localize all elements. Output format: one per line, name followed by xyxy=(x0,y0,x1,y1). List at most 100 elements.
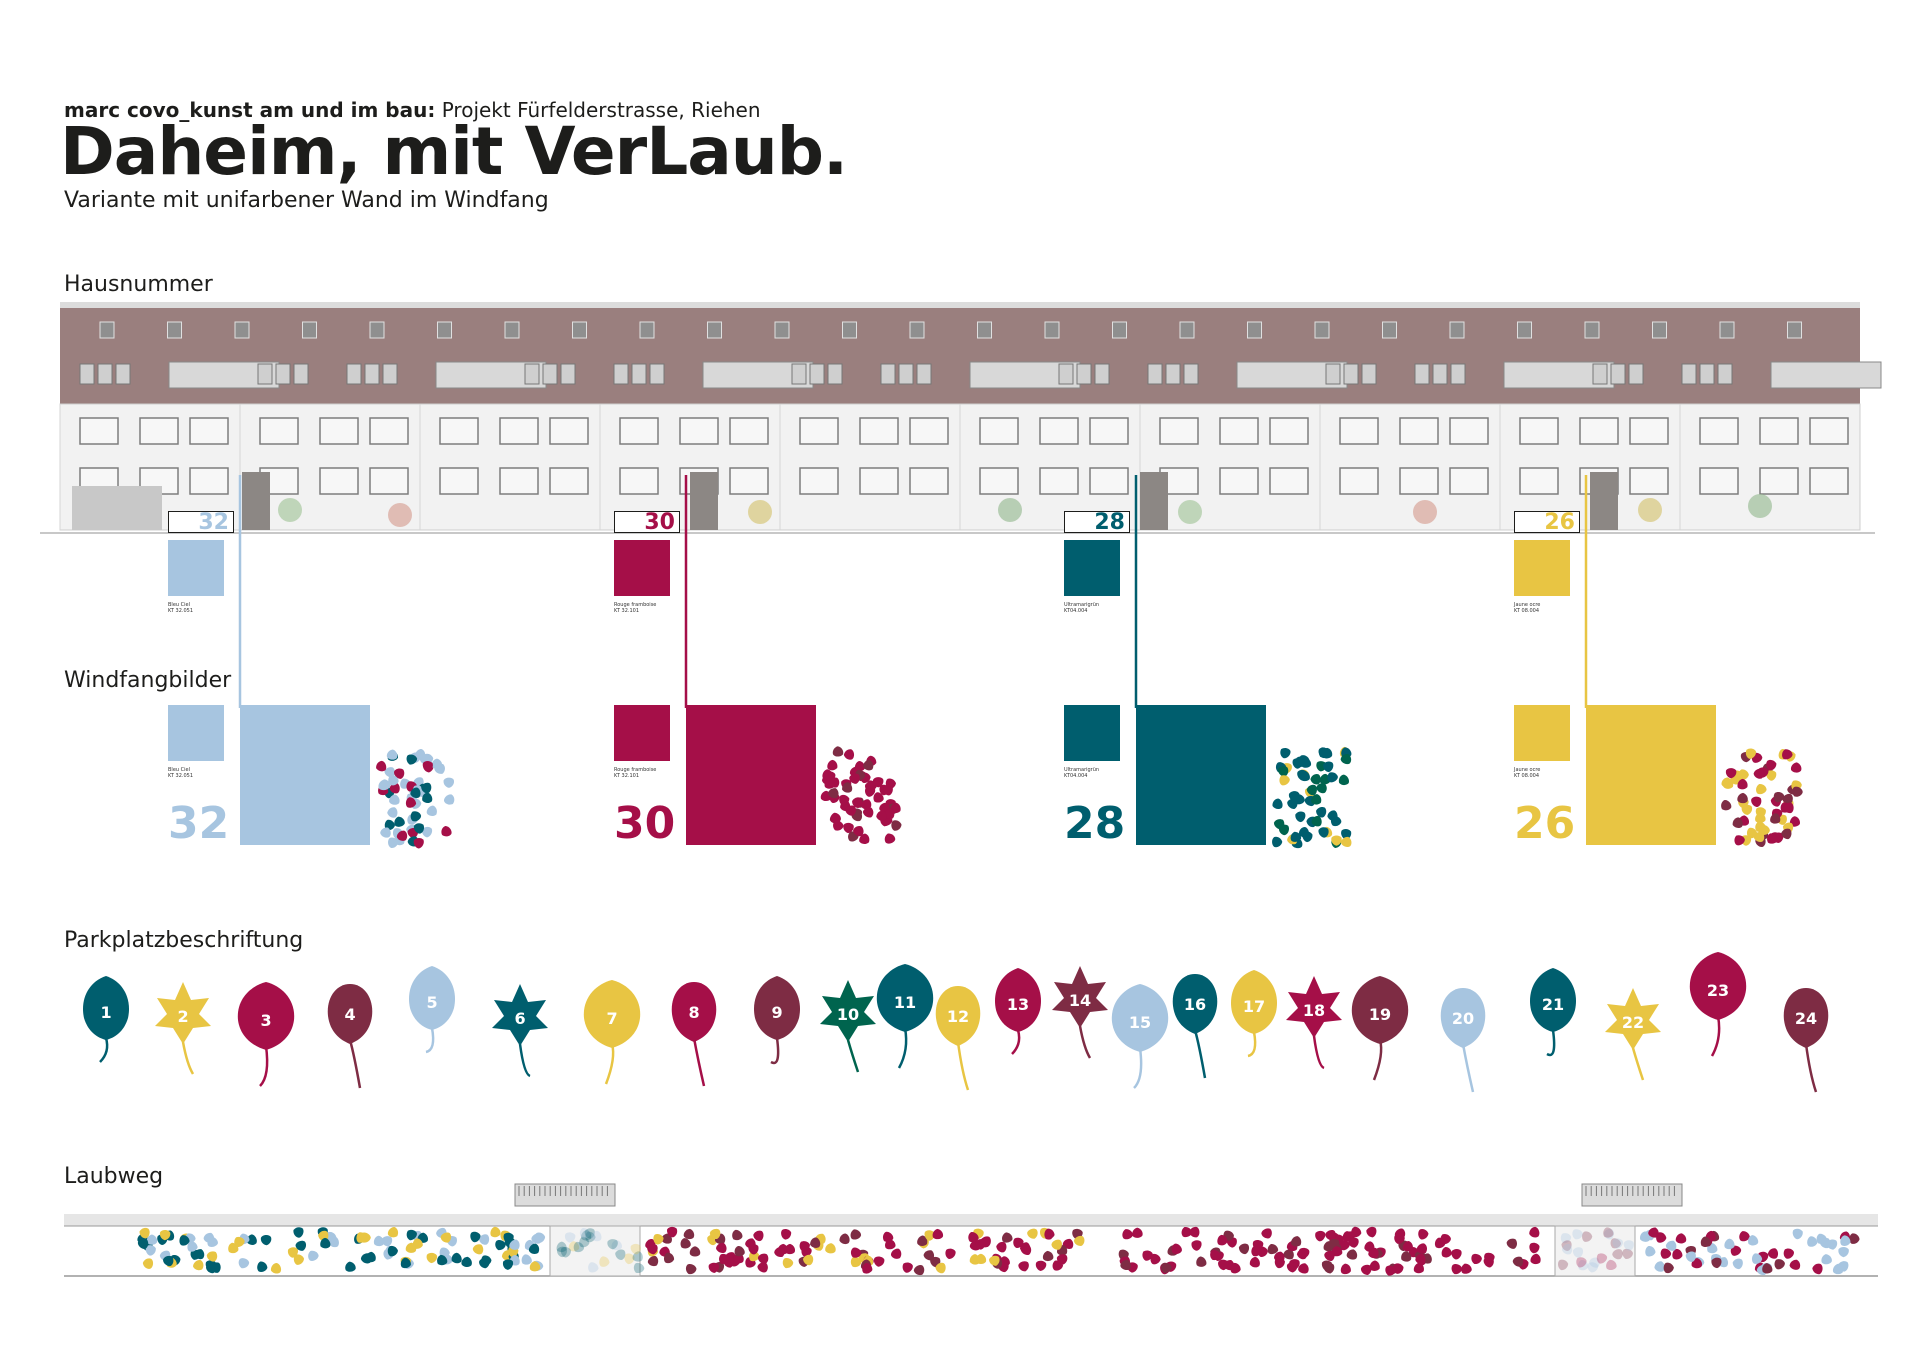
leaf-shape xyxy=(1286,976,1342,1038)
path-leaf xyxy=(495,1240,506,1251)
path-leaf xyxy=(581,1230,592,1241)
leaf-stem xyxy=(956,1041,970,1091)
leaf-number: 18 xyxy=(1303,1001,1325,1020)
cluster-leaf xyxy=(843,822,854,834)
cluster-leaf xyxy=(1310,773,1321,785)
path-leaf xyxy=(1610,1238,1622,1249)
facade-window xyxy=(259,417,299,445)
dormer-window xyxy=(275,363,291,385)
facade-window xyxy=(679,417,719,445)
facade-window xyxy=(189,467,229,495)
facade-window xyxy=(1089,467,1129,495)
cluster-leaf xyxy=(873,792,884,803)
cluster-leaf xyxy=(849,773,860,784)
facade-window xyxy=(549,417,589,445)
path-leaf xyxy=(615,1249,626,1261)
path-leaf xyxy=(685,1264,697,1275)
path-leaf xyxy=(1767,1248,1779,1259)
path-leaf xyxy=(1324,1250,1335,1262)
dormer-window xyxy=(1076,363,1092,385)
path-leaf xyxy=(996,1241,1007,1253)
path-leaf xyxy=(556,1241,567,1253)
color-swatch-windfang xyxy=(1064,705,1120,761)
path-leaf xyxy=(1238,1243,1250,1255)
path-leaf xyxy=(1217,1234,1228,1246)
path-leaf xyxy=(260,1235,272,1246)
path-leaf xyxy=(509,1239,520,1250)
parking-leaf-3: 3 xyxy=(237,982,295,1087)
path-leaf xyxy=(179,1235,190,1246)
path-leaf xyxy=(1557,1259,1569,1271)
cluster-leaf xyxy=(389,794,400,805)
path-leaf xyxy=(663,1252,675,1264)
path-leaf xyxy=(426,1252,438,1264)
cluster-leaf xyxy=(1746,827,1758,839)
cluster-leaf xyxy=(876,810,887,822)
facade-window xyxy=(1809,417,1849,445)
path-leaf xyxy=(1530,1253,1541,1265)
path-leaf xyxy=(163,1255,174,1267)
roof-cap xyxy=(60,302,1860,308)
path-leaf xyxy=(270,1263,282,1274)
parking-leaf-24: 24 xyxy=(1783,988,1829,1093)
leaf-shape xyxy=(876,964,934,1032)
cluster-leaf xyxy=(1323,761,1334,773)
leaf-number: 15 xyxy=(1129,1013,1151,1032)
parking-leaf-10: 10 xyxy=(820,980,876,1073)
path-leaf xyxy=(647,1255,659,1267)
dormer-window xyxy=(97,363,113,385)
cluster-leaf xyxy=(853,826,864,837)
color-caption: Bleu Ciel KT 32.051 xyxy=(168,602,194,614)
dormer-window xyxy=(1325,363,1341,385)
cluster-leaf xyxy=(1782,793,1793,804)
path-leaf xyxy=(1323,1263,1335,1274)
author-label: marc covo_kunst am und im bau: xyxy=(64,98,436,122)
laubweg-path xyxy=(64,1183,1878,1277)
skylight xyxy=(1787,321,1802,339)
path-leaf xyxy=(1623,1240,1634,1251)
cluster-leaf xyxy=(1340,754,1352,765)
path-leaf xyxy=(757,1262,768,1273)
facade-window xyxy=(729,417,769,445)
parking-leaf-23: 23 xyxy=(1689,952,1747,1057)
skylight xyxy=(639,321,655,339)
windfang-panel xyxy=(240,705,370,845)
skylight xyxy=(369,321,385,339)
color-caption-windfang: Ultramarigrün KT04.004 xyxy=(1064,767,1100,779)
path-leaf xyxy=(839,1233,850,1245)
house-number-box: 30 xyxy=(614,511,680,534)
cluster-leaf xyxy=(1767,833,1778,844)
cluster-leaf xyxy=(1290,831,1302,842)
dormer-window xyxy=(560,363,576,385)
path-leaf xyxy=(1196,1256,1207,1267)
leaf-stem xyxy=(770,1037,780,1065)
facade-window xyxy=(1699,467,1739,495)
path-leaf xyxy=(757,1253,769,1264)
cluster-leaf xyxy=(1311,815,1322,827)
cluster-leaf xyxy=(1280,747,1291,759)
cluster-leaf xyxy=(443,777,455,788)
path-leaf xyxy=(206,1263,217,1274)
path-leaf xyxy=(1576,1257,1587,1268)
path-leaf xyxy=(521,1254,532,1265)
leaf-shape xyxy=(820,980,876,1042)
path-leaf xyxy=(1340,1263,1351,1275)
leaf-number: 19 xyxy=(1369,1005,1391,1024)
skylight xyxy=(1112,321,1127,339)
leaf-number: 20 xyxy=(1452,1009,1474,1028)
facade-window xyxy=(319,467,359,495)
skylight xyxy=(1314,321,1330,339)
skylight xyxy=(99,321,115,339)
path-leaf xyxy=(490,1226,501,1238)
cluster-leaf xyxy=(1755,807,1766,818)
project-line: marc covo_kunst am und im bau: Projekt F… xyxy=(64,98,761,122)
leaf-shape xyxy=(935,986,981,1046)
skylight xyxy=(572,321,587,339)
path-leaf xyxy=(1051,1239,1062,1250)
dormer-window xyxy=(880,363,896,385)
path-leaf xyxy=(850,1256,862,1268)
path-leaf xyxy=(1402,1241,1413,1252)
leaf-stem xyxy=(99,1037,109,1063)
cluster-leaf xyxy=(413,837,424,849)
